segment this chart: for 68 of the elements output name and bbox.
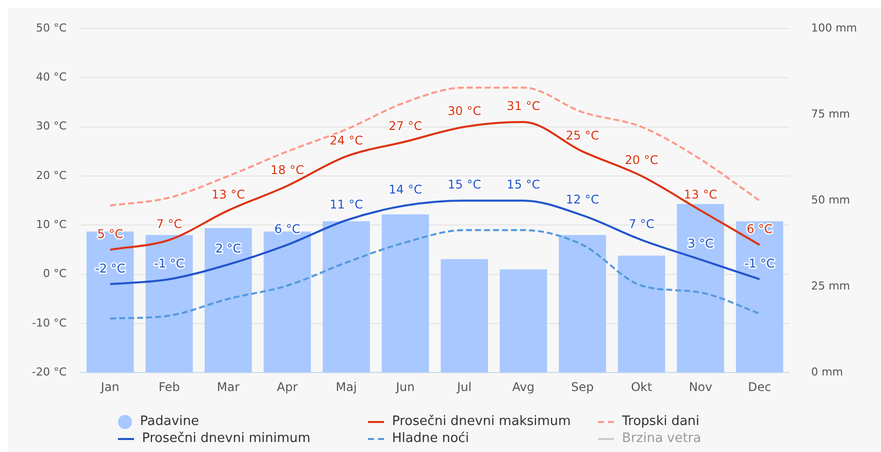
- data-label: 13 °C: [684, 188, 718, 202]
- data-label: 30 °C: [448, 104, 482, 118]
- data-label: 7 °C: [156, 217, 182, 232]
- legend-label: Padavine: [140, 414, 199, 429]
- bar: [382, 214, 429, 373]
- x-tick-label: Apr: [276, 380, 298, 394]
- bar: [676, 204, 724, 373]
- data-label: -2 °C: [95, 261, 126, 276]
- y-tick-label: 50 °C: [36, 21, 67, 34]
- x-tick-label: Jun: [394, 380, 415, 394]
- y-tick-label: 30 °C: [36, 120, 67, 133]
- y2-tick-label: 100 mm: [811, 21, 858, 34]
- x-tick-label: Maj: [336, 380, 357, 394]
- y-tick-label: 0 °C: [42, 267, 67, 280]
- data-label: 2 °C: [215, 242, 242, 256]
- y2-tick-label: 50 mm: [811, 193, 850, 206]
- x-tick-label: Feb: [158, 380, 180, 394]
- data-label: 20 °C: [624, 153, 658, 168]
- legend-label: Prosečni dnevni maksimum: [392, 414, 571, 429]
- x-tick-label: Nov: [688, 380, 712, 394]
- data-label: 25 °C: [566, 128, 600, 143]
- data-label: 6 °C: [274, 222, 300, 236]
- data-label: 12 °C: [566, 192, 600, 206]
- data-label: 31 °C: [506, 99, 540, 114]
- y-tick-label: -20 °C: [32, 365, 67, 378]
- line-series: [109, 86, 761, 207]
- x-tick-label: Mar: [216, 380, 240, 394]
- data-label: 18 °C: [270, 162, 304, 177]
- data-label: 3 °C: [688, 236, 714, 251]
- y-tick-label: 10 °C: [36, 218, 67, 232]
- bar: [736, 221, 784, 373]
- data-label: 11 °C: [330, 197, 364, 212]
- data-label: -1 °C: [154, 256, 184, 270]
- bar: [440, 259, 488, 373]
- data-label: 7 °C: [628, 217, 654, 232]
- y2-tick-label: 75 mm: [811, 107, 850, 120]
- y-tick-label: -10 °C: [32, 316, 67, 330]
- legend-label: Tropski dani: [622, 414, 700, 429]
- data-label: 14 °C: [388, 182, 422, 197]
- bar: [264, 232, 311, 373]
- bar: [558, 235, 606, 373]
- x-tick-label: Sep: [571, 380, 594, 394]
- bar: [204, 228, 252, 373]
- data-label: 15 °C: [448, 178, 482, 192]
- x-tick-label: Okt: [630, 380, 652, 394]
- legend-label: Hladne noći: [392, 431, 469, 446]
- data-label: -1 °C: [744, 256, 775, 270]
- bar: [618, 256, 666, 373]
- data-label: 24 °C: [330, 133, 364, 148]
- data-label: 15 °C: [506, 178, 540, 192]
- legend-label: Brzina vetra: [622, 431, 702, 446]
- y2-tick-label: 25 mm: [811, 279, 850, 292]
- y-tick-label: 40 °C: [36, 70, 67, 84]
- line-series: [109, 120, 761, 251]
- y-tick-label: 20 °C: [36, 168, 67, 182]
- y2-tick-label: 0 mm: [811, 365, 844, 378]
- data-label: 6 °C: [746, 222, 772, 236]
- x-tick-label: Jan: [100, 380, 120, 394]
- x-tick-label: Avg: [512, 380, 535, 394]
- x-tick-label: Jul: [456, 380, 472, 394]
- bar: [146, 235, 193, 373]
- data-label: 27 °C: [388, 118, 422, 133]
- bar: [322, 221, 370, 373]
- data-label: 5 °C: [97, 226, 124, 241]
- bar: [500, 269, 548, 373]
- x-tick-label: Dec: [748, 380, 772, 394]
- legend-label: Prosečni dnevni minimum: [142, 431, 310, 446]
- data-label: 13 °C: [212, 188, 245, 202]
